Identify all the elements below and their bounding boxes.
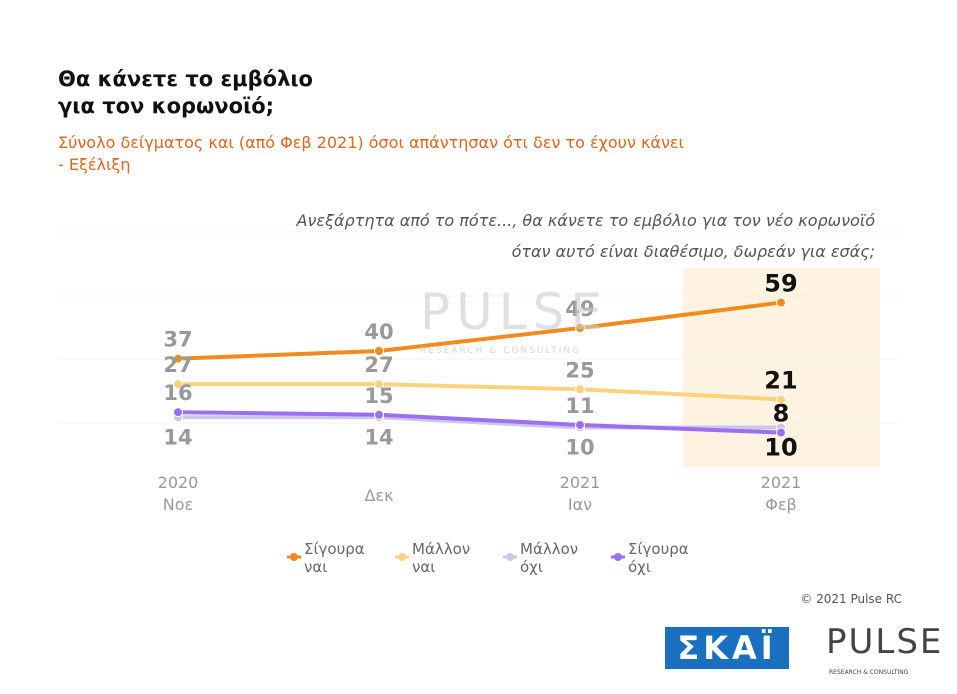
point (575, 419, 585, 430)
data-label: 37 (163, 328, 192, 352)
legend-marker-dot (506, 553, 514, 561)
pulse-logo: PULSE (826, 622, 944, 662)
data-label: 40 (364, 320, 393, 344)
legend-label: Μάλλον όχι (520, 540, 579, 576)
point (575, 384, 585, 395)
data-label: 10 (565, 436, 594, 460)
chart-subtitle: Σύνολο δείγματος και (από Φεβ 2021) όσοι… (58, 133, 684, 174)
pulse-logo-sub: RESEARCH & CONSULTING (829, 669, 909, 676)
data-label: 14 (163, 425, 192, 449)
point (374, 379, 384, 390)
x-tick-label: Δεκ (364, 486, 394, 505)
point (173, 353, 183, 364)
data-label: 21 (764, 366, 797, 394)
legend-label: Μάλλον ναι (412, 540, 471, 576)
point (575, 323, 585, 334)
data-label: 15 (364, 384, 393, 408)
series-line (176, 300, 783, 361)
series-line (176, 382, 783, 402)
data-label: 10 (764, 434, 797, 462)
data-label: 8 (773, 400, 790, 428)
point (776, 427, 786, 438)
chart-title: Θα κάνετε το εμβόλιο για τον κορωνοϊό; (58, 67, 313, 118)
x-tick-label: 2021 Φεβ (760, 473, 802, 514)
legend-label: Σίγουρα ναι (304, 540, 365, 576)
point (374, 409, 384, 420)
data-label: 49 (565, 297, 594, 321)
skai-logo: ΣΚΑΪ (665, 627, 789, 669)
legend-marker-dot (290, 553, 298, 561)
point (173, 379, 183, 390)
point (776, 394, 786, 405)
point (173, 407, 183, 418)
data-label: 27 (163, 353, 192, 377)
data-label: 25 (565, 358, 594, 382)
legend-marker-dot (398, 553, 406, 561)
data-label: 59 (764, 270, 797, 298)
data-label: 16 (163, 381, 192, 405)
copyright: © 2021 Pulse RC (800, 592, 902, 606)
legend-label: Σίγουρα όχι (628, 540, 689, 576)
point (374, 346, 384, 356)
watermark-sub: RESEARCH & CONSULTING (420, 346, 582, 356)
question-annotation: Ανεξάρτητα από το πότε..., θα κάνετε το … (296, 211, 875, 261)
data-label: 11 (565, 394, 594, 418)
watermark: PULSE (420, 283, 608, 341)
legend-marker-dot (614, 553, 622, 561)
series-line (176, 410, 783, 435)
x-tick-label: 2021 Ιαν (559, 473, 601, 514)
data-label: 14 (364, 425, 393, 449)
data-label: 27 (364, 353, 393, 377)
point (776, 297, 786, 308)
x-tick-label: 2020 Νοε (157, 473, 199, 514)
